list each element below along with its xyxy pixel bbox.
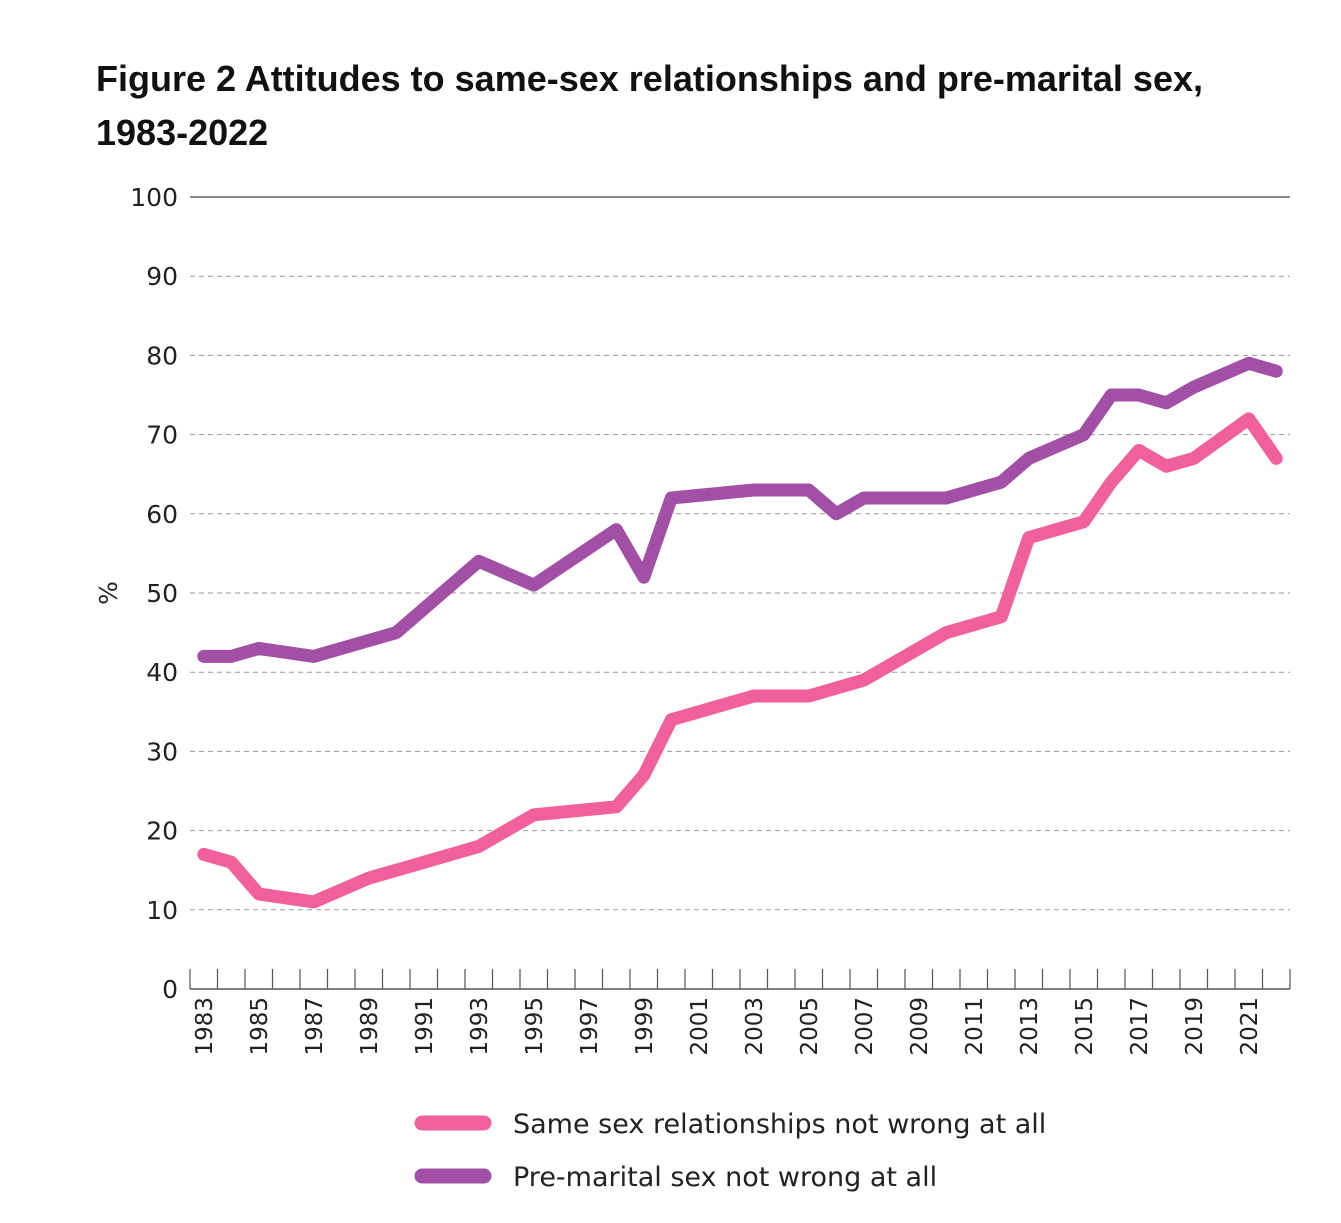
x-tick-label: 2013	[1017, 997, 1043, 1056]
y-tick-labels: 0 10 20 30 40 50 60 70 80 90 100	[130, 183, 178, 1004]
x-tick-label: 2005	[797, 997, 823, 1056]
gridlines	[190, 196, 1290, 911]
series-line-1	[197, 412, 1283, 909]
x-tick-label: 1993	[467, 997, 493, 1056]
x-tick-label: 1995	[522, 997, 548, 1056]
y-tick-label: 20	[146, 817, 178, 846]
x-axis	[189, 969, 1291, 990]
y-tick-label: 70	[146, 421, 178, 450]
x-tick-label: 2009	[907, 997, 933, 1056]
legend: Same sex relationships not wrong at all P…	[414, 1109, 1046, 1193]
series-lines	[197, 356, 1283, 909]
x-tick-label: 2021	[1237, 997, 1263, 1056]
x-tick-label: 2003	[742, 997, 768, 1056]
x-tick-label: 2019	[1182, 997, 1208, 1056]
x-tick-label: 2007	[852, 997, 878, 1056]
y-tick-label: 80	[146, 341, 178, 370]
y-tick-label: 30	[146, 737, 178, 766]
x-tick-label: 1989	[357, 997, 383, 1056]
x-tick-label: 2015	[1072, 997, 1098, 1056]
x-tick-label: 1997	[577, 997, 603, 1056]
x-tick-label: 1991	[412, 997, 438, 1056]
legend-label: Same sex relationships not wrong at all	[513, 1109, 1046, 1140]
y-tick-label: 90	[146, 262, 178, 291]
legend-label: Pre-marital sex not wrong at all	[513, 1162, 937, 1193]
x-tick-label: 2001	[687, 997, 713, 1056]
x-tick-label: 1985	[247, 997, 273, 1056]
x-tick-label: 2017	[1127, 997, 1153, 1056]
y-tick-label: 0	[162, 975, 178, 1004]
y-tick-label: 100	[130, 183, 178, 212]
x-tick-label: 1983	[192, 997, 218, 1056]
x-tick-label: 2011	[962, 997, 988, 1056]
y-tick-label: 50	[146, 579, 178, 608]
y-tick-label: 10	[146, 896, 178, 925]
y-axis-label: %	[94, 581, 123, 605]
x-tick-labels: 1983 1985 1987 1989 1991 1993 1995 1997 1999 2001…	[192, 997, 1263, 1056]
y-tick-label: 60	[146, 500, 178, 529]
x-tick-label: 1999	[632, 997, 658, 1056]
x-tick-label: 1987	[302, 997, 328, 1056]
series-line-2	[197, 356, 1283, 663]
chart-title: Figure 2 Attitudes to same-sex relations…	[96, 58, 1203, 153]
y-tick-label: 40	[146, 658, 178, 687]
